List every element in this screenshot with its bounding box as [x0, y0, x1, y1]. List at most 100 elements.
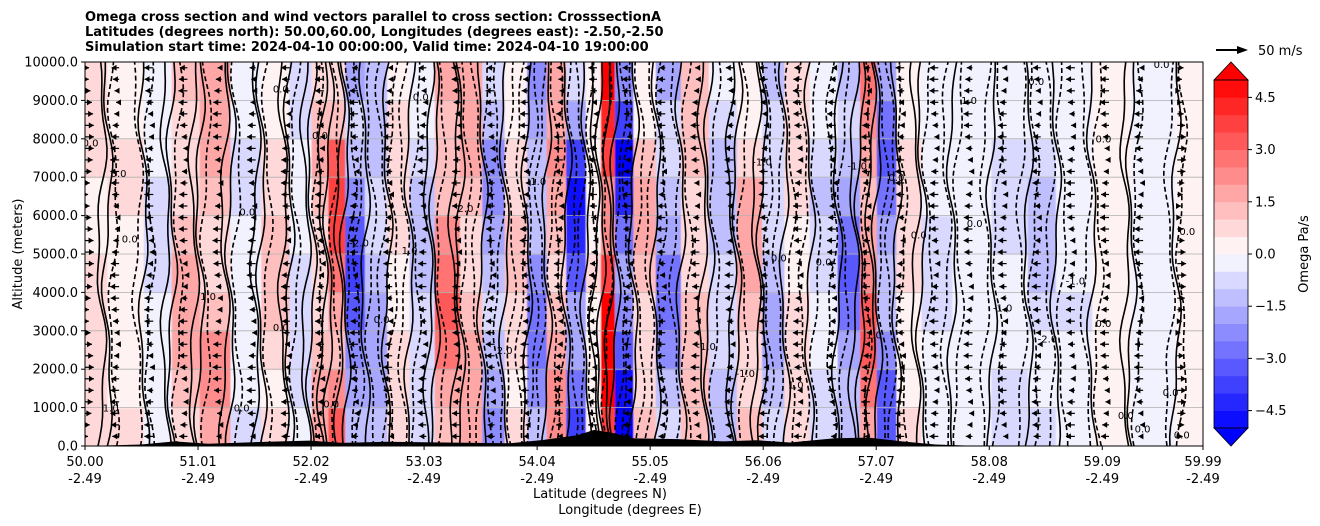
wind-vector-head	[285, 226, 291, 233]
wind-vector-head	[964, 375, 970, 382]
wind-vector-head	[690, 364, 696, 371]
wind-vector-head	[520, 133, 526, 140]
wind-vector-head	[86, 214, 92, 221]
wind-vector-head	[1104, 387, 1110, 394]
wind-vector-head	[388, 191, 394, 198]
wind-vector-head	[148, 352, 154, 359]
wind-vector-head	[454, 226, 460, 233]
wind-vector-head	[217, 64, 223, 71]
wind-vector-head	[1105, 156, 1111, 163]
wind-vector-head	[1178, 352, 1184, 359]
wind-vector-head	[725, 375, 731, 382]
contour-label: -2.0	[349, 238, 369, 249]
wind-vector-head	[486, 352, 492, 359]
wind-vector-head	[1181, 156, 1187, 163]
wind-vector-head	[179, 110, 185, 117]
wind-vector-head	[622, 191, 628, 198]
wind-vector-head	[554, 122, 560, 129]
wind-vector-head	[314, 76, 320, 83]
wind-vector-head	[251, 76, 257, 83]
wind-vector-head	[247, 249, 253, 256]
wind-vector-head	[863, 110, 869, 117]
wind-vector-head	[248, 179, 254, 186]
wind-vector-head	[521, 272, 527, 279]
wind-vector-head	[728, 329, 734, 336]
wind-vector-head	[628, 260, 634, 267]
wind-vector-head	[281, 64, 287, 71]
wind-vector-head	[111, 64, 117, 71]
wind-vector-head	[352, 64, 358, 71]
wind-vector-head	[387, 203, 393, 209]
contour-line	[260, 62, 274, 446]
y-tick-label: 9000.0	[33, 94, 79, 109]
colorbar-segment	[1214, 219, 1248, 237]
x-axis-label-latitude: Latitude (degrees N)	[533, 487, 667, 502]
wind-vector-head	[520, 260, 526, 267]
wind-vector-head	[320, 133, 326, 140]
wind-vector-head	[453, 99, 459, 106]
wind-vector-head	[178, 76, 184, 83]
contour-line	[761, 62, 775, 446]
contour-line	[358, 62, 372, 446]
wind-vector-head	[623, 295, 629, 302]
wind-vector-head	[829, 156, 835, 163]
wind-vector-head	[214, 272, 220, 279]
omega-cell	[633, 62, 657, 101]
wind-vector-head	[728, 110, 734, 117]
wind-vector-head	[758, 295, 764, 302]
contour-line	[100, 62, 114, 446]
omega-cell	[633, 215, 657, 255]
wind-vector-head	[350, 249, 356, 256]
wind-vector-head	[965, 191, 971, 198]
wind-vector-head	[87, 156, 93, 163]
wind-vector-head	[383, 249, 389, 256]
contour-line	[338, 62, 352, 446]
wind-vector-head	[388, 64, 394, 71]
wind-vector-head	[624, 237, 630, 244]
wind-vector-head	[724, 410, 730, 417]
wind-vector-head	[758, 64, 764, 71]
wind-vector-head	[1134, 237, 1140, 244]
wind-vector-head	[286, 110, 292, 117]
wind-vector-head	[1033, 133, 1039, 140]
colorbar-tick-label: 0.0	[1255, 248, 1276, 263]
wind-vector-head	[797, 145, 803, 152]
omega-cell	[837, 100, 861, 140]
wind-vector-head	[213, 387, 219, 394]
wind-vector-head	[1034, 364, 1040, 371]
contour-label: 0.0	[771, 254, 787, 265]
omega-cell	[527, 138, 548, 178]
wind-vector-head	[1134, 226, 1140, 233]
wind-vector-head	[591, 249, 597, 256]
omega-cell	[364, 100, 388, 140]
wind-vector-head	[965, 260, 971, 267]
wind-vector-head	[1176, 318, 1182, 325]
wind-vector-head	[828, 272, 834, 279]
wind-vector-head	[351, 433, 357, 440]
wind-vector-head	[246, 272, 252, 279]
wind-vector-head	[965, 433, 971, 440]
wind-vector-head	[111, 133, 117, 140]
wind-vector-head	[352, 306, 358, 313]
wind-vector-head	[896, 145, 902, 152]
wind-vector-head	[485, 87, 491, 94]
wind-vector-head	[727, 76, 733, 83]
wind-vector-head	[727, 318, 733, 325]
wind-vector-head	[178, 341, 184, 348]
wind-vector-head	[213, 99, 219, 106]
omega-contour-lines	[96, 62, 1189, 446]
wind-vector-head	[282, 260, 288, 267]
wind-vector-head	[656, 122, 662, 129]
wind-vector-head	[593, 352, 599, 359]
wind-vector-head	[964, 87, 970, 94]
wind-vector-head	[1177, 191, 1183, 198]
wind-vector-head	[797, 387, 803, 394]
wind-vector-head	[315, 421, 321, 428]
contour-line	[803, 62, 817, 446]
wind-vector-head	[591, 99, 597, 106]
contour-line	[978, 62, 993, 446]
wind-vector-head	[146, 272, 152, 279]
wind-vector-head	[758, 318, 764, 325]
wind-vector-head	[623, 226, 629, 233]
wind-vector-head	[694, 421, 700, 428]
